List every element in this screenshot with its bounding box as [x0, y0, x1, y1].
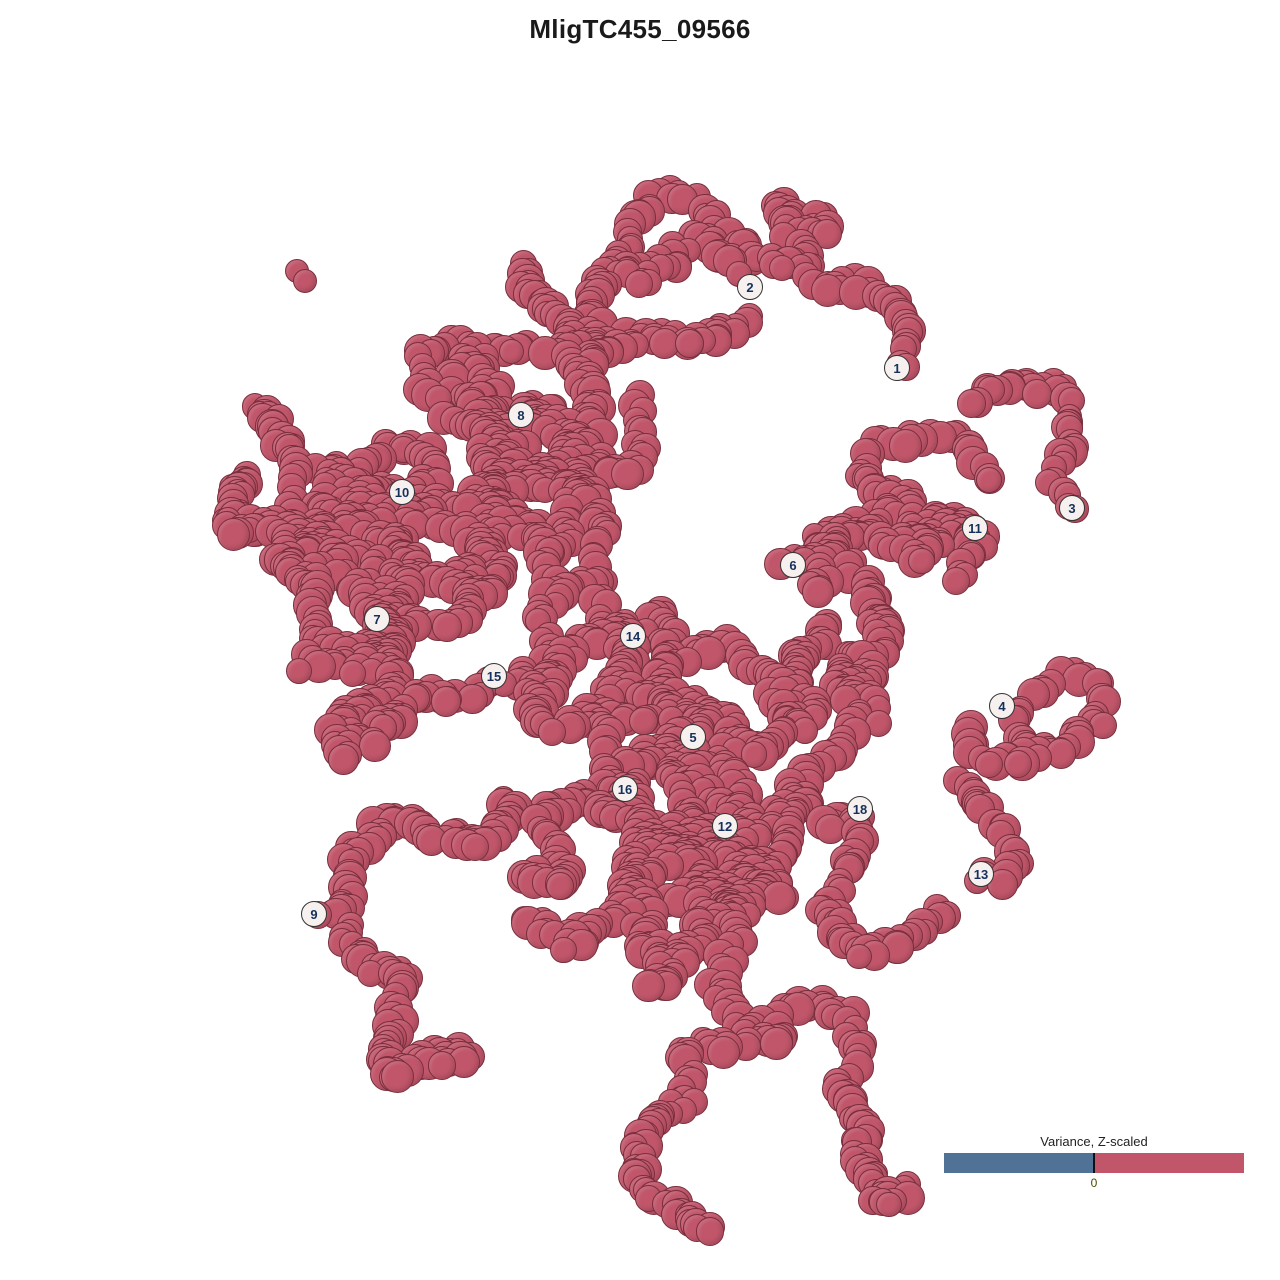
cluster-4-point [1004, 750, 1032, 778]
cluster-15-point [457, 684, 488, 715]
legend-zero-tick: 0 [944, 1176, 1244, 1190]
cluster-2-point [675, 329, 704, 358]
color-legend: Variance, Z-scaled 0 [944, 1134, 1244, 1190]
cluster-label-13[interactable]: 13 [968, 861, 994, 887]
cluster-11-point [908, 548, 934, 574]
legend-color-bar [944, 1153, 1244, 1173]
cluster-3-point [957, 389, 986, 418]
cluster-label-7[interactable]: 7 [364, 606, 390, 632]
cluster-label-15[interactable]: 15 [481, 663, 507, 689]
cluster-12-point [632, 970, 665, 1003]
cluster-8-point [611, 458, 644, 491]
legend-title: Variance, Z-scaled [944, 1134, 1244, 1149]
cluster-10-point [432, 612, 462, 642]
scatter-plot-area: 123456789101112131415161718 [0, 0, 1280, 1280]
cluster-label-8[interactable]: 8 [508, 402, 534, 428]
cluster-3-point [1022, 379, 1052, 409]
cluster-17-point [696, 1217, 725, 1246]
unclustered-point [293, 269, 317, 293]
cluster-11-point [802, 576, 834, 608]
cluster-label-4[interactable]: 4 [989, 693, 1015, 719]
cluster-7-point [217, 518, 250, 551]
cluster-14-point [538, 718, 566, 746]
cluster-15-point [431, 686, 461, 716]
cluster-18-point [846, 944, 872, 970]
cluster-16-point [762, 881, 796, 915]
cluster-label-18[interactable]: 18 [847, 796, 873, 822]
cluster-label-16[interactable]: 16 [612, 776, 638, 802]
cluster-9-point [428, 1051, 457, 1080]
cluster-label-9[interactable]: 9 [301, 901, 327, 927]
cluster-7-point [359, 730, 391, 762]
cluster-label-11[interactable]: 11 [962, 515, 988, 541]
cluster-label-10[interactable]: 10 [389, 479, 415, 505]
cluster-14-point [629, 707, 658, 736]
cluster-11-point [976, 467, 1002, 493]
cluster-label-12[interactable]: 12 [712, 813, 738, 839]
cluster-16-point [550, 937, 576, 963]
cluster-17-point [876, 1192, 902, 1218]
cluster-label-3[interactable]: 3 [1059, 495, 1085, 521]
cluster-10-point [339, 660, 366, 687]
cluster-2-point [625, 270, 653, 298]
cluster-17-point [707, 1036, 740, 1069]
cluster-label-14[interactable]: 14 [620, 623, 646, 649]
cluster-17-point [760, 1027, 793, 1060]
cluster-6-point [942, 567, 970, 595]
cluster-10-point [286, 658, 312, 684]
cluster-label-2[interactable]: 2 [737, 274, 763, 300]
cluster-9-point [381, 1060, 415, 1094]
cluster-label-5[interactable]: 5 [680, 724, 706, 750]
cluster-11-point [889, 429, 923, 463]
cluster-label-6[interactable]: 6 [780, 552, 806, 578]
cluster-label-1[interactable]: 1 [884, 355, 910, 381]
cluster-5-point [546, 872, 574, 900]
cluster-15-point [328, 744, 359, 775]
cluster-4-point [975, 751, 1002, 778]
cluster-2-point [769, 255, 795, 281]
